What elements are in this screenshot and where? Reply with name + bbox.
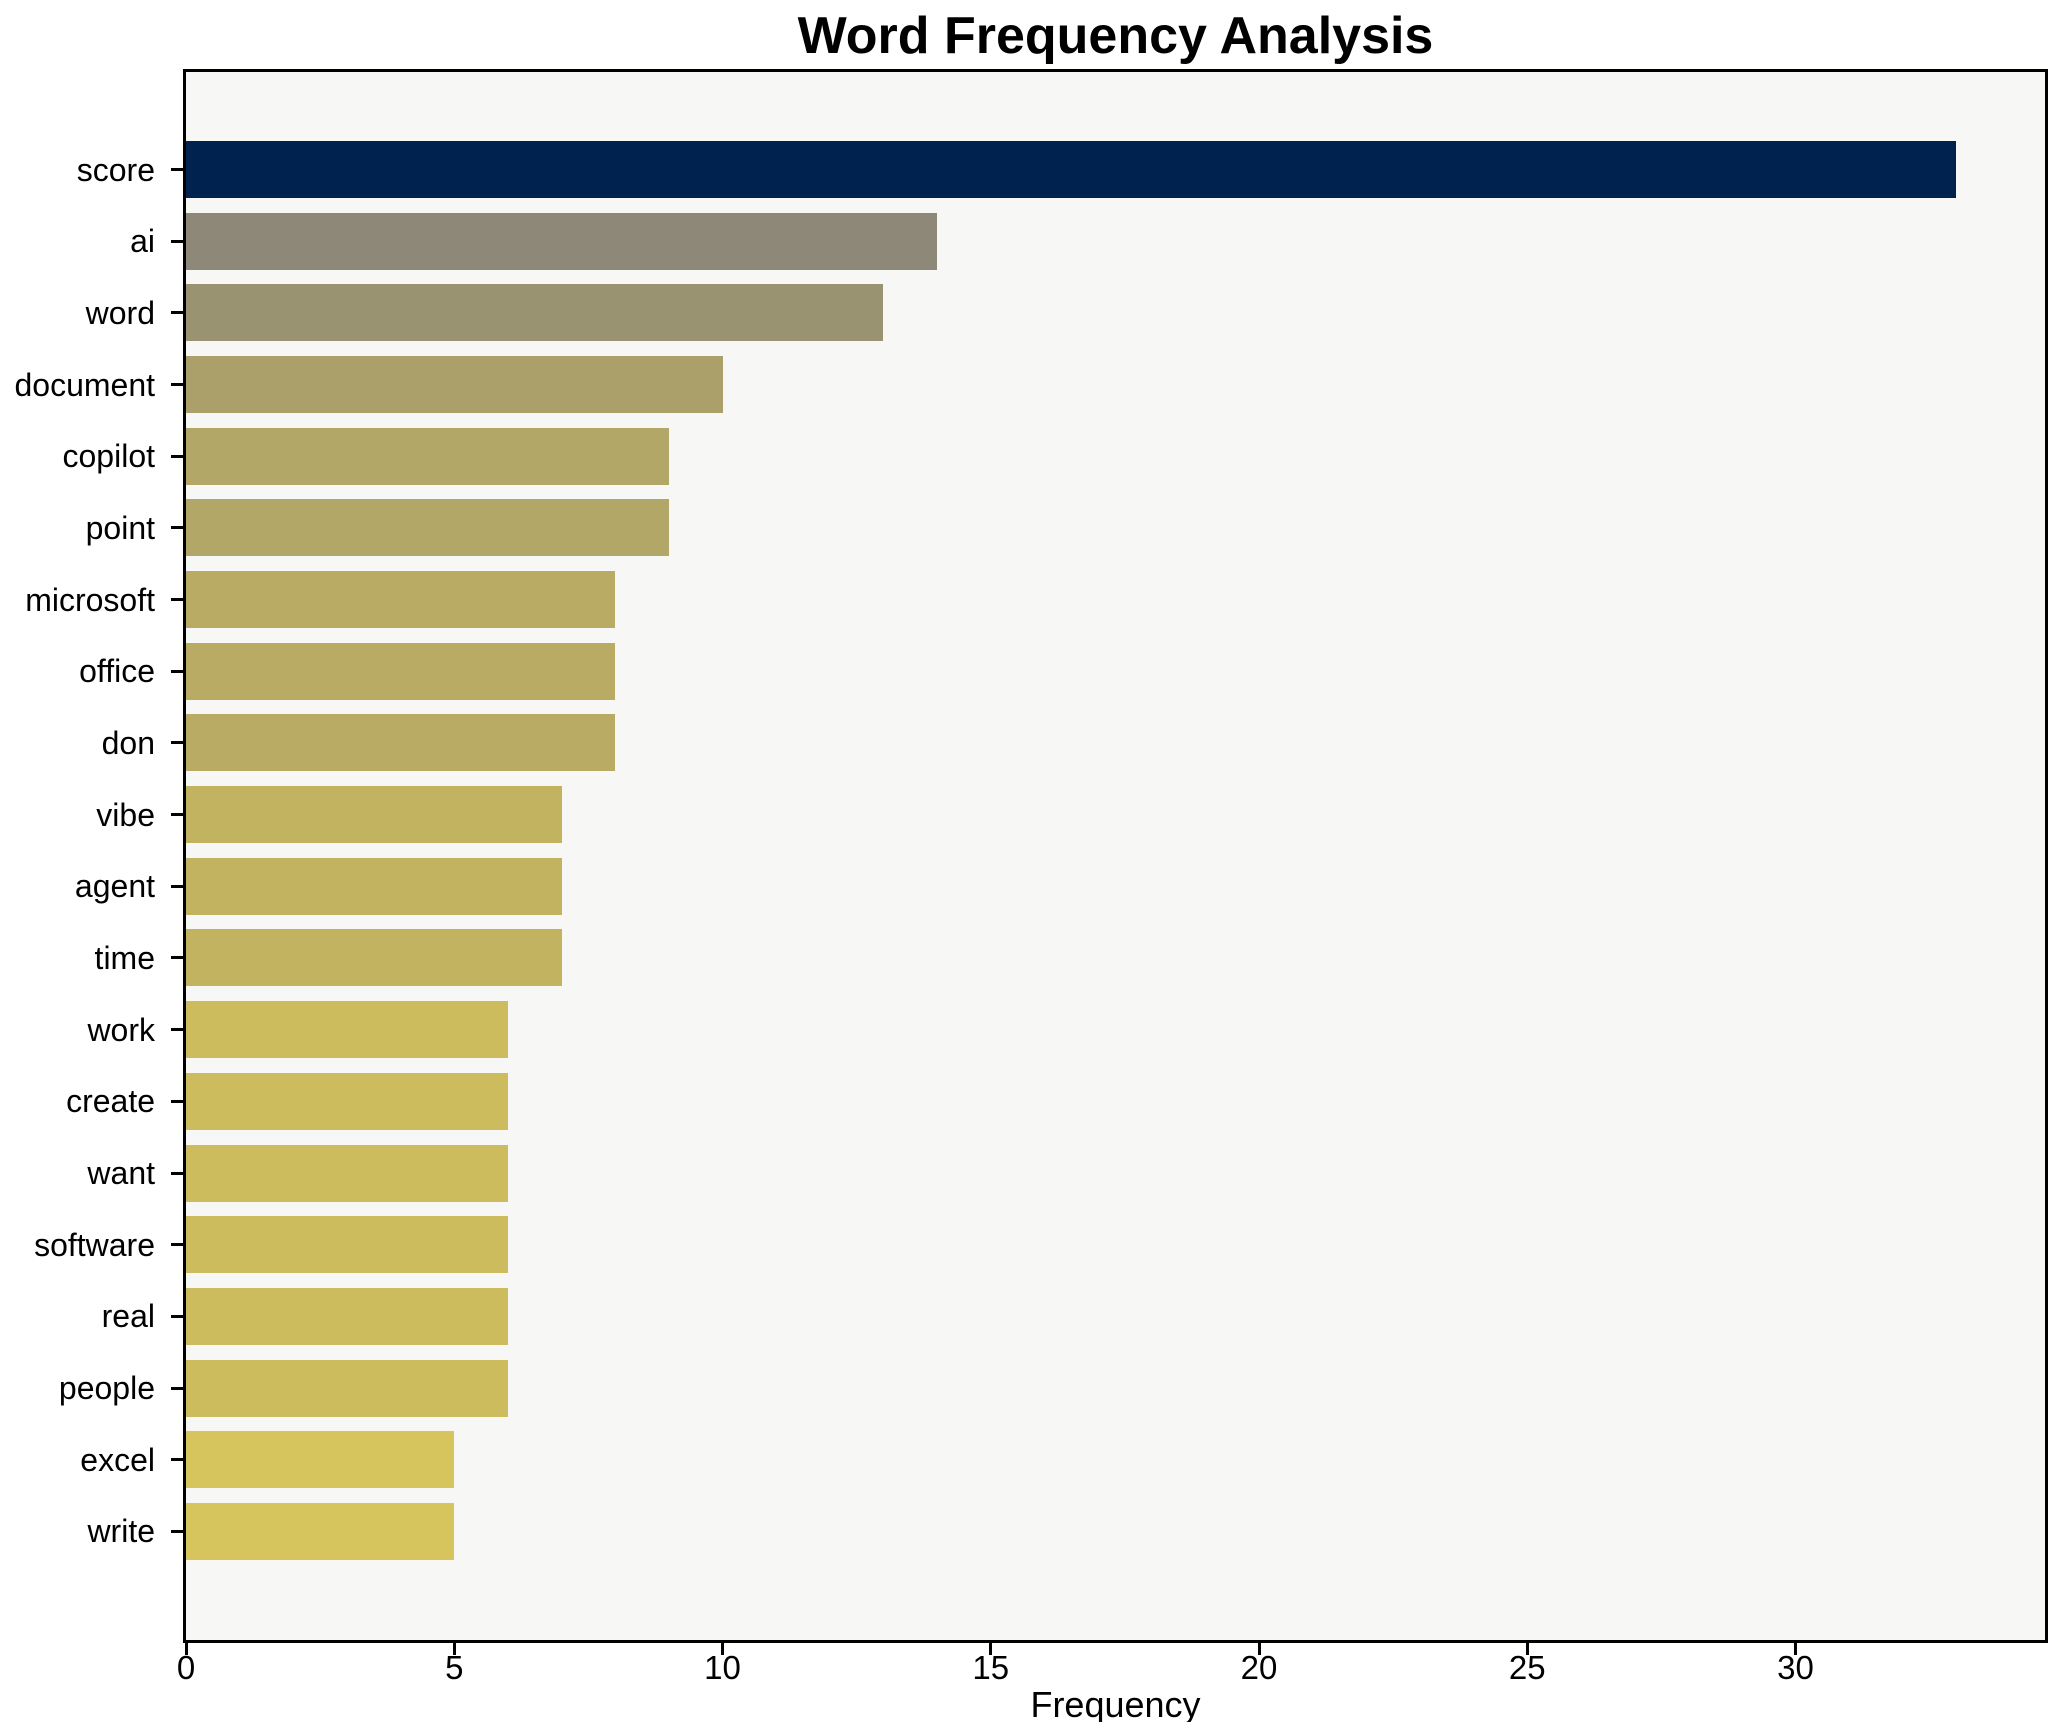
category-label: software bbox=[34, 1226, 155, 1263]
bar-ai bbox=[186, 212, 938, 270]
bar-copilot bbox=[186, 427, 669, 485]
bar-office bbox=[186, 642, 616, 700]
x-tick-mark bbox=[1525, 1643, 1529, 1655]
bar-point bbox=[186, 499, 669, 557]
bar-software bbox=[186, 1216, 508, 1274]
category-label: point bbox=[85, 509, 155, 546]
category-label: people bbox=[58, 1370, 155, 1407]
y-tick-mark bbox=[171, 598, 183, 602]
bar-microsoft bbox=[186, 571, 616, 629]
y-tick-mark bbox=[171, 239, 183, 243]
y-tick-mark bbox=[171, 1028, 183, 1032]
category-label: don bbox=[101, 724, 155, 761]
bar-excel bbox=[186, 1431, 455, 1489]
y-tick-mark bbox=[171, 454, 183, 458]
y-tick-mark bbox=[171, 383, 183, 387]
y-tick-mark bbox=[171, 1458, 183, 1462]
x-tick-mark bbox=[1794, 1643, 1798, 1655]
x-tick-label: 10 bbox=[704, 1649, 741, 1686]
category-label: microsoft bbox=[25, 581, 155, 618]
y-tick-mark bbox=[171, 168, 183, 171]
category-label: write bbox=[87, 1513, 155, 1550]
category-label: real bbox=[101, 1298, 155, 1335]
y-tick-mark bbox=[171, 1314, 183, 1318]
x-tick-mark bbox=[1257, 1643, 1261, 1655]
x-tick-label: 25 bbox=[1508, 1649, 1546, 1686]
x-tick-mark bbox=[989, 1643, 993, 1655]
category-label: document bbox=[14, 366, 155, 403]
x-tick-label: 20 bbox=[1240, 1649, 1278, 1686]
x-tick-mark bbox=[184, 1643, 188, 1655]
x-axis-label: Frequency bbox=[1030, 1684, 1201, 1722]
y-tick-mark bbox=[171, 884, 183, 888]
category-label: create bbox=[66, 1083, 155, 1120]
y-tick-mark bbox=[171, 1171, 183, 1175]
x-tick-label: 15 bbox=[972, 1649, 1010, 1686]
category-label: word bbox=[85, 294, 155, 331]
x-tick-mark bbox=[452, 1643, 456, 1655]
y-tick-mark bbox=[171, 956, 183, 960]
y-tick-mark bbox=[171, 1099, 183, 1103]
bar-want bbox=[186, 1144, 508, 1202]
category-label: copilot bbox=[62, 438, 156, 475]
category-label: time bbox=[94, 939, 155, 976]
y-tick-mark bbox=[171, 311, 183, 315]
x-tick-mark bbox=[721, 1643, 724, 1655]
x-tick-label: 0 bbox=[176, 1649, 196, 1686]
bar-vibe bbox=[186, 786, 562, 844]
category-label: work bbox=[87, 1011, 155, 1048]
y-tick-mark bbox=[171, 1529, 183, 1533]
bar-people bbox=[186, 1359, 508, 1417]
y-tick-mark bbox=[171, 669, 183, 673]
bar-document bbox=[186, 356, 723, 414]
bar-write bbox=[186, 1502, 455, 1560]
bar-score bbox=[186, 141, 1957, 198]
y-tick-mark bbox=[171, 1243, 183, 1247]
category-label: excel bbox=[80, 1441, 155, 1478]
y-tick-mark bbox=[171, 741, 183, 745]
y-axis: score ai word document copilot point microsoft… bbox=[0, 72, 183, 1640]
bar-create bbox=[186, 1072, 508, 1130]
x-axis: Frequency 0 5 10 15 20 25 30 bbox=[177, 1643, 2045, 1722]
y-tick-mark bbox=[171, 526, 183, 530]
y-tick-mark bbox=[171, 813, 183, 817]
category-label: agent bbox=[74, 868, 155, 905]
category-label: office bbox=[79, 653, 155, 690]
bar-don bbox=[186, 714, 616, 772]
x-tick-label: 5 bbox=[445, 1649, 464, 1686]
bar-time bbox=[186, 929, 562, 987]
category-label: ai bbox=[130, 223, 155, 260]
bar-word bbox=[186, 284, 884, 342]
bar-agent bbox=[186, 857, 562, 915]
category-label: vibe bbox=[96, 796, 155, 833]
category-label: score bbox=[76, 151, 155, 188]
bar-real bbox=[186, 1287, 508, 1345]
plot-area bbox=[183, 69, 2048, 1643]
category-label: want bbox=[87, 1155, 155, 1192]
y-tick-mark bbox=[171, 1386, 183, 1390]
x-tick-label: 30 bbox=[1777, 1649, 1814, 1686]
chart-title: Word Frequency Analysis bbox=[797, 7, 1434, 65]
bar-work bbox=[186, 1001, 508, 1059]
